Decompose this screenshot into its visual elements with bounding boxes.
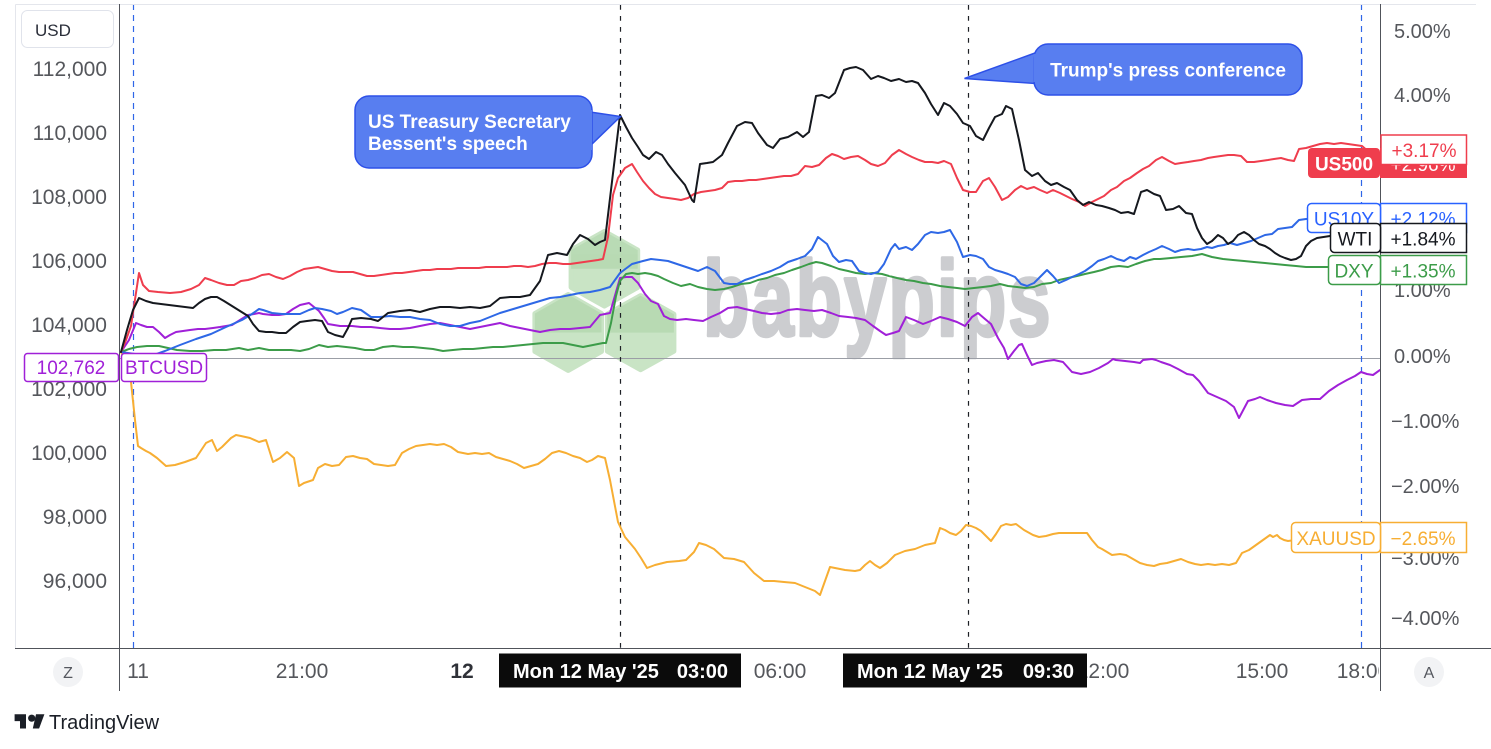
- svg-text:DXY: DXY: [1334, 262, 1373, 283]
- svg-text:12:00: 12:00: [1077, 660, 1130, 683]
- svg-text:03:00: 03:00: [677, 661, 728, 683]
- svg-text:18:00: 18:00: [1337, 660, 1390, 683]
- svg-text:US500: US500: [1315, 155, 1373, 176]
- svg-text:11: 11: [127, 660, 149, 683]
- svg-text:+1.84%: +1.84%: [1391, 230, 1456, 251]
- svg-text:98,000: 98,000: [43, 506, 107, 529]
- svg-text:102,000: 102,000: [31, 378, 107, 401]
- svg-text:12: 12: [450, 660, 473, 683]
- svg-text:100,000: 100,000: [31, 442, 107, 465]
- svg-text:102,762: 102,762: [37, 358, 106, 379]
- svg-text:TradingView: TradingView: [49, 712, 160, 734]
- svg-text:06:00: 06:00: [754, 660, 807, 683]
- svg-text:106,000: 106,000: [31, 250, 107, 273]
- svg-text:4.00%: 4.00%: [1394, 85, 1451, 107]
- svg-text:21:00: 21:00: [276, 660, 329, 683]
- svg-text:1.00%: 1.00%: [1394, 280, 1451, 302]
- svg-text:110,000: 110,000: [33, 122, 107, 145]
- svg-text:−4.00%: −4.00%: [1391, 608, 1460, 630]
- svg-text:+3.17%: +3.17%: [1392, 141, 1457, 162]
- svg-text:US Treasury Secretary: US Treasury Secretary: [368, 112, 571, 133]
- svg-text:−1.00%: −1.00%: [1391, 411, 1460, 433]
- svg-text:15:00: 15:00: [1236, 660, 1289, 683]
- svg-text:Mon 12 May '25: Mon 12 May '25: [513, 661, 659, 683]
- svg-text:WTI: WTI: [1338, 230, 1373, 251]
- svg-text:−2.00%: −2.00%: [1391, 476, 1460, 498]
- svg-text:Z: Z: [63, 665, 73, 682]
- svg-text:USD: USD: [35, 21, 71, 40]
- svg-text:104,000: 104,000: [31, 314, 107, 337]
- svg-text:−3.00%: −3.00%: [1391, 548, 1460, 570]
- svg-text:+1.35%: +1.35%: [1391, 262, 1456, 283]
- svg-text:96,000: 96,000: [43, 570, 107, 593]
- svg-text:Trump's press conference: Trump's press conference: [1050, 61, 1286, 82]
- svg-text:−2.65%: −2.65%: [1391, 529, 1456, 550]
- svg-text:112,000: 112,000: [33, 58, 107, 81]
- svg-text:108,000: 108,000: [31, 186, 107, 209]
- svg-text:BTCUSD: BTCUSD: [125, 358, 203, 379]
- svg-text:0.00%: 0.00%: [1394, 346, 1451, 368]
- svg-text:09:30: 09:30: [1023, 661, 1074, 683]
- svg-text:XAUUSD: XAUUSD: [1296, 529, 1375, 550]
- svg-text:5.00%: 5.00%: [1394, 21, 1451, 43]
- svg-text:Mon 12 May '25: Mon 12 May '25: [857, 661, 1003, 683]
- svg-text:babypips: babypips: [703, 239, 1053, 359]
- svg-text:A: A: [1424, 665, 1435, 682]
- svg-text:Bessent's speech: Bessent's speech: [368, 134, 528, 155]
